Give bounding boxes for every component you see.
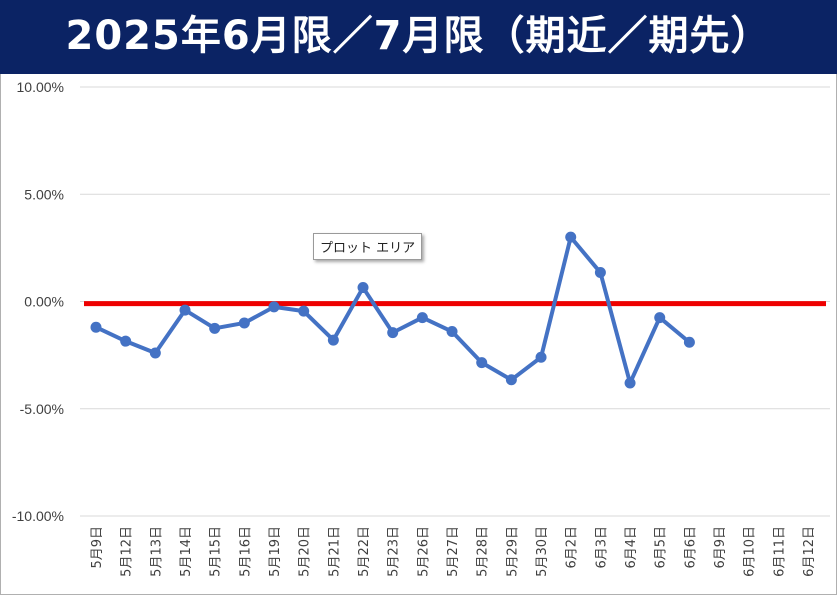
x-tick-label: 6月10日: [743, 526, 758, 577]
data-point: [179, 304, 191, 316]
x-tick-label: 6月3日: [594, 526, 609, 569]
data-point: [298, 305, 310, 317]
x-tick-label: 5月9日: [90, 526, 105, 569]
y-tick-label: -10.00%: [12, 508, 64, 524]
data-point: [120, 335, 132, 347]
data-point: [327, 334, 339, 346]
title-banner: 2025年6月限／7月限（期近／期先）: [0, 0, 837, 74]
x-tick-label: 5月21日: [327, 526, 342, 577]
y-tick-label: 5.00%: [24, 186, 64, 202]
y-tick-label: 0.00%: [24, 294, 64, 310]
data-point: [594, 267, 606, 279]
data-point: [476, 357, 488, 369]
x-tick-label: 6月12日: [802, 526, 817, 577]
x-tick-label: 6月9日: [713, 526, 728, 569]
plot-area-tooltip: プロット エリア: [313, 233, 423, 260]
data-point: [683, 336, 695, 348]
x-tick-label: 5月14日: [179, 526, 194, 577]
x-tick-label: 5月16日: [238, 526, 253, 577]
x-tick-label: 5月27日: [446, 526, 461, 577]
x-tick-label: 5月28日: [476, 526, 491, 577]
y-tick-label: -5.00%: [20, 401, 64, 417]
x-tick-label: 5月12日: [120, 526, 135, 577]
data-point: [357, 282, 369, 294]
x-tick-label: 5月20日: [298, 526, 313, 577]
y-tick-label: 10.00%: [17, 79, 64, 95]
chart-title: 2025年6月限／7月限（期近／期先）: [65, 13, 772, 59]
data-point: [505, 374, 517, 386]
x-tick-label: 6月4日: [624, 526, 639, 569]
data-point: [90, 321, 102, 333]
data-point: [654, 312, 666, 324]
x-tick-label: 5月26日: [416, 526, 431, 577]
x-tick-label: 6月6日: [683, 526, 698, 569]
x-tick-label: 6月11日: [772, 526, 787, 577]
x-tick-label: 6月5日: [654, 526, 669, 569]
data-point: [565, 231, 577, 243]
x-tick-label: 5月29日: [505, 526, 520, 577]
x-tick-label: 5月30日: [535, 526, 550, 577]
data-point: [149, 347, 161, 359]
data-point: [446, 326, 458, 338]
data-point: [624, 377, 636, 389]
data-point: [209, 322, 221, 334]
x-tick-label: 5月15日: [209, 526, 224, 577]
data-point: [268, 301, 280, 313]
x-tick-label: 6月2日: [565, 526, 580, 569]
data-point: [238, 317, 250, 329]
data-point: [416, 312, 428, 324]
x-tick-label: 5月23日: [387, 526, 402, 577]
x-tick-label: 5月22日: [357, 526, 372, 577]
data-point: [535, 351, 547, 363]
x-tick-label: 5月19日: [268, 526, 283, 577]
x-tick-label: 5月13日: [149, 526, 164, 577]
data-point: [387, 327, 399, 339]
